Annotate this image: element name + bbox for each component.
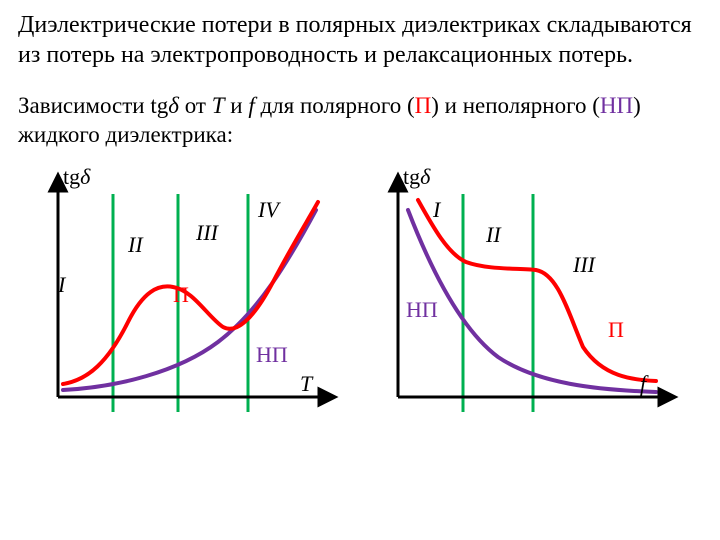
svg-text:П: П: [173, 282, 189, 307]
paragraph-1: Диэлектрические потери в полярных диэлек…: [18, 10, 702, 70]
svg-text:III: III: [572, 252, 597, 277]
svg-text:НП: НП: [256, 342, 288, 367]
p2-P: П: [415, 93, 432, 118]
paragraph-2: Зависимости tgδ от T и f для полярного (…: [18, 92, 702, 150]
chart-right: tgδfIIIIIIНПП: [358, 162, 698, 437]
svg-text:НП: НП: [406, 297, 438, 322]
p2-c: и: [225, 93, 249, 118]
svg-text:П: П: [608, 317, 624, 342]
svg-text:IV: IV: [257, 197, 281, 222]
svg-text:III: III: [195, 220, 220, 245]
chart-left-svg: tgδTIIIIIIIVПНП: [18, 162, 358, 432]
svg-text:I: I: [57, 272, 67, 297]
svg-text:II: II: [127, 232, 144, 257]
p2-delta: δ: [168, 93, 179, 118]
svg-text:tgδ: tgδ: [63, 164, 91, 189]
p2-d: для полярного (: [255, 93, 415, 118]
chart-left: tgδTIIIIIIIVПНП: [18, 162, 358, 437]
svg-text:I: I: [432, 197, 442, 222]
charts-row: tgδTIIIIIIIVПНП tgδfIIIIIIНПП: [18, 162, 702, 437]
svg-text:II: II: [485, 222, 502, 247]
p2-NP: НП: [600, 93, 633, 118]
chart-right-svg: tgδfIIIIIIНПП: [358, 162, 698, 432]
svg-text:tgδ: tgδ: [403, 164, 431, 189]
p2-e: ) и неполярного (: [431, 93, 600, 118]
p2-b: от: [179, 93, 212, 118]
p2-a: Зависимости tg: [18, 93, 168, 118]
svg-text:T: T: [300, 371, 314, 396]
p2-T: T: [212, 93, 225, 118]
